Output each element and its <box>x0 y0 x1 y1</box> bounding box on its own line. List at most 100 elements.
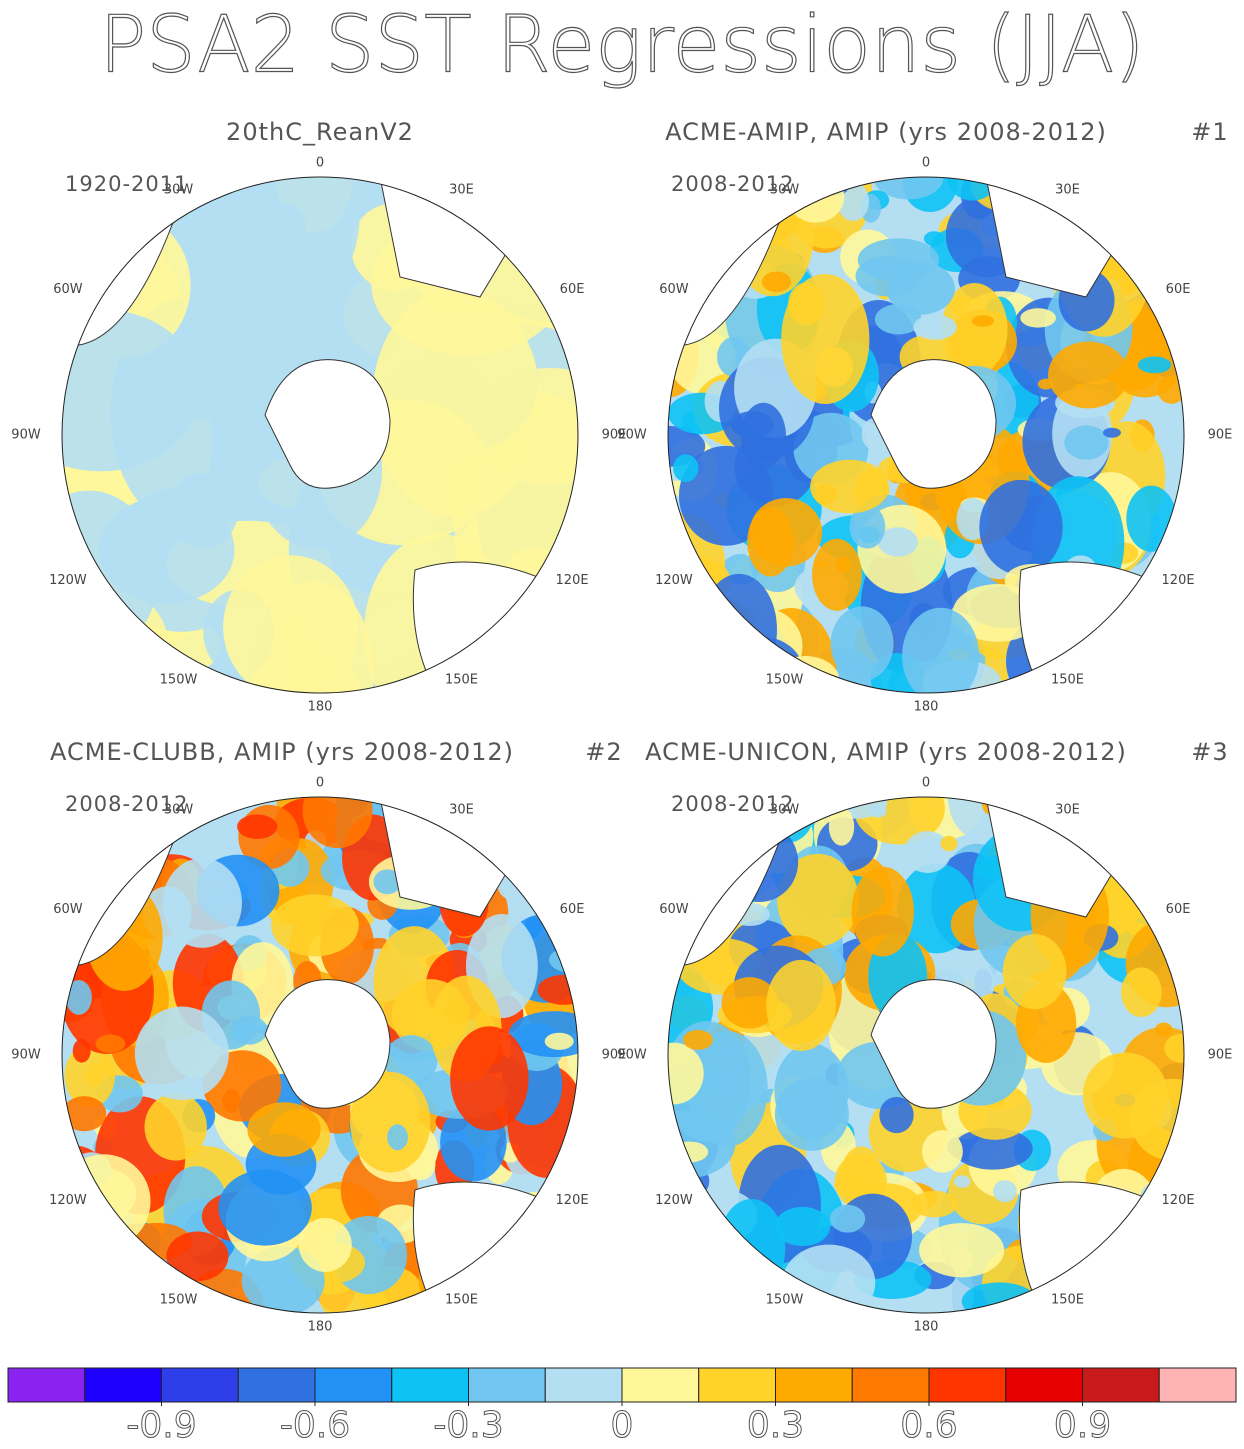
anomaly-blob <box>62 1096 107 1132</box>
antarctica <box>264 359 391 489</box>
longitude-label: 150E <box>1051 673 1084 688</box>
anomaly-blob <box>668 203 706 290</box>
anomaly-blob <box>851 866 914 957</box>
anomaly-blob <box>877 527 918 557</box>
anomaly-blob <box>1155 1022 1173 1037</box>
anomaly-blob <box>668 191 713 281</box>
anomaly-blob <box>711 1230 737 1266</box>
anomaly-blob <box>904 831 951 874</box>
anomaly-blob <box>1104 797 1143 820</box>
anomaly-blob <box>302 797 373 849</box>
period-label: 2008-2012 <box>65 792 188 816</box>
anomaly-blob <box>718 1267 743 1302</box>
anomaly-blob <box>886 262 955 315</box>
anomaly-blob <box>517 852 537 873</box>
longitude-label: 0 <box>316 156 324 171</box>
longitude-label: 90W <box>617 428 647 443</box>
colorbar-tick-label: -0.6 <box>280 1405 350 1446</box>
anomaly-blob <box>1125 640 1184 693</box>
anomaly-blob <box>668 240 701 273</box>
anomaly-blob <box>298 1218 352 1272</box>
anomaly-blob <box>223 555 359 693</box>
anomaly-blob <box>1129 797 1184 903</box>
anomaly-blob <box>162 858 242 948</box>
anomaly-blob <box>919 1223 1005 1278</box>
anomaly-blob <box>1158 850 1184 883</box>
anomaly-blob <box>166 1231 229 1282</box>
longitude-label: 120E <box>556 573 589 588</box>
anomaly-blob <box>774 1206 831 1247</box>
anomaly-blob <box>547 1161 578 1197</box>
colorbar-box <box>84 1367 162 1403</box>
anomaly-blob <box>830 1204 866 1233</box>
anomaly-blob <box>812 538 862 611</box>
anomaly-blob <box>703 195 759 228</box>
anomaly-blob <box>537 974 578 1005</box>
anomaly-blob <box>1164 1033 1184 1063</box>
anomaly-blob <box>1121 967 1162 1018</box>
colorbar-box <box>1158 1367 1237 1403</box>
anomaly-blob <box>237 814 278 839</box>
anomaly-blob <box>668 1230 732 1313</box>
longitude-label: 90E <box>602 1048 627 1063</box>
colorbar-box <box>468 1367 546 1403</box>
longitude-label: 120W <box>655 573 693 588</box>
anomaly-blob <box>953 1175 971 1188</box>
anomaly-blob <box>497 868 568 906</box>
colorbar-tick-label: -0.9 <box>126 1405 196 1446</box>
anomaly-blob <box>686 1030 768 1147</box>
anomaly-blob <box>810 459 890 514</box>
colorbar-box <box>621 1367 700 1403</box>
longitude-label: 60E <box>560 902 585 917</box>
anomaly-blob <box>1126 485 1177 552</box>
anomaly-blob <box>774 1077 849 1151</box>
colorbar-box <box>7 1367 86 1403</box>
anomaly-blob <box>62 1278 102 1313</box>
anomaly-blob <box>1099 817 1121 837</box>
anomaly-blob <box>953 1127 1033 1170</box>
longitude-label: 60W <box>659 282 689 297</box>
anomaly-blob <box>668 548 714 657</box>
anomaly-blob <box>1141 797 1180 825</box>
anomaly-blob <box>1116 177 1177 227</box>
longitude-label: 150W <box>766 1293 804 1308</box>
anomaly-blob <box>62 309 201 472</box>
anomaly-blob <box>122 1301 148 1313</box>
anomaly-blob <box>62 661 143 693</box>
anomaly-blob <box>1087 177 1131 197</box>
anomaly-blob <box>677 614 743 693</box>
longitude-label: 30E <box>1055 182 1080 197</box>
map-border <box>61 796 579 1314</box>
anomaly-blob <box>525 1229 571 1290</box>
map <box>668 797 1184 1313</box>
longitude-label: 120E <box>556 1193 589 1208</box>
longitude-label: 120E <box>1162 573 1195 588</box>
longitude-label: 150W <box>160 1293 198 1308</box>
anomaly-blob <box>717 1198 786 1297</box>
longitude-label: 180 <box>914 1320 939 1335</box>
longitude-label: 30E <box>449 802 474 817</box>
map-border <box>61 176 579 694</box>
anomaly-blob <box>62 1198 109 1263</box>
anomaly-blob <box>1152 617 1184 651</box>
longitude-label: 60W <box>53 282 83 297</box>
anomaly-blob <box>879 1096 914 1134</box>
colorbar-box <box>1082 1367 1160 1403</box>
anomaly-blob <box>971 315 994 327</box>
panel-tag: #3 <box>1191 738 1228 766</box>
anomaly-blob <box>1137 356 1172 374</box>
period-label: 2008-2012 <box>671 792 794 816</box>
anomaly-blob <box>941 283 1008 376</box>
colorbar-tick-label: 0.3 <box>747 1405 804 1446</box>
longitude-label: 90E <box>1208 428 1233 443</box>
map-border <box>667 176 1185 694</box>
anomaly-blob <box>940 835 958 852</box>
anomaly-blob <box>853 797 945 845</box>
longitude-label: 30W <box>770 182 800 197</box>
anomaly-blob <box>678 1230 710 1254</box>
longitude-label: 150W <box>766 673 804 688</box>
figure-title: PSA2 SST Regressions (JJA) <box>99 1 1144 91</box>
antarctica <box>870 359 997 489</box>
longitude-label: 120E <box>1162 1193 1195 1208</box>
